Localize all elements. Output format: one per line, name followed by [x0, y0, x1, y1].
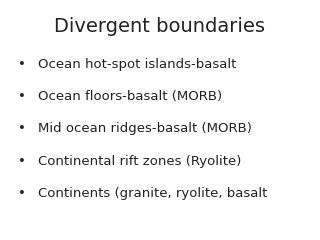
Text: Continental rift zones (Ryolite): Continental rift zones (Ryolite): [38, 155, 242, 168]
Text: Ocean hot-spot islands-basalt: Ocean hot-spot islands-basalt: [38, 58, 237, 71]
Text: •: •: [19, 58, 26, 71]
Text: •: •: [19, 187, 26, 200]
Text: Mid ocean ridges-basalt (MORB): Mid ocean ridges-basalt (MORB): [38, 122, 252, 135]
Text: Ocean floors-basalt (MORB): Ocean floors-basalt (MORB): [38, 90, 222, 103]
Text: •: •: [19, 90, 26, 103]
Text: Divergent boundaries: Divergent boundaries: [54, 17, 266, 36]
Text: •: •: [19, 122, 26, 135]
Text: •: •: [19, 155, 26, 168]
Text: Continents (granite, ryolite, basalt: Continents (granite, ryolite, basalt: [38, 187, 268, 200]
